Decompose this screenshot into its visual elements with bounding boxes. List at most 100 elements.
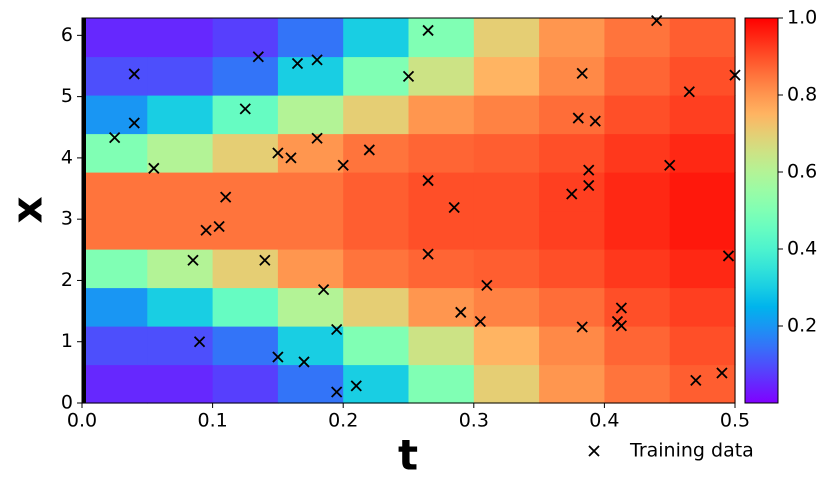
heat-cell [82, 249, 148, 289]
heat-cell [408, 172, 475, 212]
heat-cell [604, 210, 671, 250]
heat-cell [669, 210, 736, 250]
heat-cell [669, 287, 736, 327]
heat-cell [539, 364, 605, 404]
heat-cell [669, 172, 736, 212]
heat-cell [604, 287, 671, 327]
training-point [422, 174, 434, 187]
heat-cell [473, 133, 540, 173]
heat-cell [212, 133, 279, 173]
training-point [311, 54, 323, 66]
training-point [422, 248, 434, 260]
heat-cell [277, 172, 344, 212]
heat-cell [343, 210, 410, 250]
training-point [239, 103, 251, 115]
heat-cell [212, 249, 279, 289]
x-tick-label: 0.5 [720, 410, 750, 432]
training-point [716, 367, 728, 379]
training-point [583, 179, 595, 192]
heat-cell [539, 287, 605, 327]
legend-marker [588, 445, 600, 457]
heat-cell [604, 364, 671, 404]
heat-cell [408, 133, 475, 173]
heat-cell [408, 18, 475, 58]
training-point [220, 191, 232, 203]
heat-cell [82, 326, 148, 366]
training-point [213, 220, 225, 233]
heat-cell [408, 364, 475, 404]
heat-cell [343, 95, 410, 135]
heat-cell [473, 364, 540, 404]
heat-cell [277, 210, 344, 250]
training-point [311, 132, 323, 144]
training-point [291, 57, 304, 70]
heat-cell [343, 287, 410, 327]
heat-cell [539, 18, 605, 58]
legend-label: Training data [629, 440, 754, 462]
heat-cell [147, 287, 214, 327]
heat-cell [669, 18, 736, 58]
training-point [259, 254, 271, 266]
training-point [317, 284, 330, 296]
heat-cell [147, 249, 214, 289]
heat-cell [604, 249, 671, 289]
heat-cell [473, 95, 540, 135]
training-point [722, 250, 735, 262]
training-point [615, 320, 628, 332]
heat-cell [669, 326, 736, 366]
heat-cell [343, 326, 410, 366]
training-point [331, 386, 343, 398]
heat-cell [82, 95, 148, 135]
training-point [651, 14, 663, 27]
y-tick-label: 0 [61, 392, 73, 414]
training-point [128, 68, 140, 80]
x-tick-label: 0.4 [589, 410, 619, 432]
colorbar-tick-label: 0.4 [787, 238, 817, 260]
training-point [589, 115, 601, 127]
training-point [109, 132, 121, 144]
heat-cell [539, 326, 605, 366]
heat-cell [539, 210, 605, 250]
heat-cell [82, 133, 148, 173]
heat-cell [408, 95, 475, 135]
heat-cell [343, 364, 410, 404]
training-point [583, 164, 595, 176]
heat-cell [82, 210, 148, 250]
heat-cell [147, 364, 214, 404]
heat-cell [212, 56, 279, 96]
training-point [576, 321, 588, 333]
heat-cell [343, 56, 410, 96]
heat-cell [212, 364, 279, 404]
heat-cell [343, 172, 410, 212]
heat-cell [277, 18, 344, 58]
heat-cell [277, 249, 344, 289]
heat-cell [82, 287, 148, 327]
heat-cell [539, 56, 605, 96]
colorbar-tick-label: 0.2 [787, 315, 817, 337]
heat-cell [212, 18, 279, 58]
heat-cell [604, 95, 671, 135]
y-tick-label: 5 [61, 85, 73, 107]
x-tick-label: 0.3 [459, 410, 489, 432]
training-point [615, 302, 628, 314]
training-point [729, 69, 741, 81]
heat-cell [277, 364, 344, 404]
y-tick-label: 6 [61, 24, 73, 46]
y-axis-label: x [3, 196, 52, 223]
heat-cell [212, 95, 279, 135]
training-point [576, 67, 588, 79]
heat-cell [473, 287, 540, 327]
heat-cell [604, 172, 671, 212]
training-point [402, 70, 415, 83]
heat-cell [604, 326, 671, 366]
heat-cell [473, 56, 540, 96]
training-point [128, 117, 140, 129]
training-point [331, 323, 343, 336]
heat-cell [669, 95, 736, 135]
y-tick-label: 3 [61, 208, 73, 230]
heat-cell [82, 364, 148, 404]
heat-cell [147, 133, 214, 173]
x-axis-label: t [398, 431, 418, 480]
heat-cell [147, 56, 214, 96]
heat-cell [147, 172, 214, 212]
